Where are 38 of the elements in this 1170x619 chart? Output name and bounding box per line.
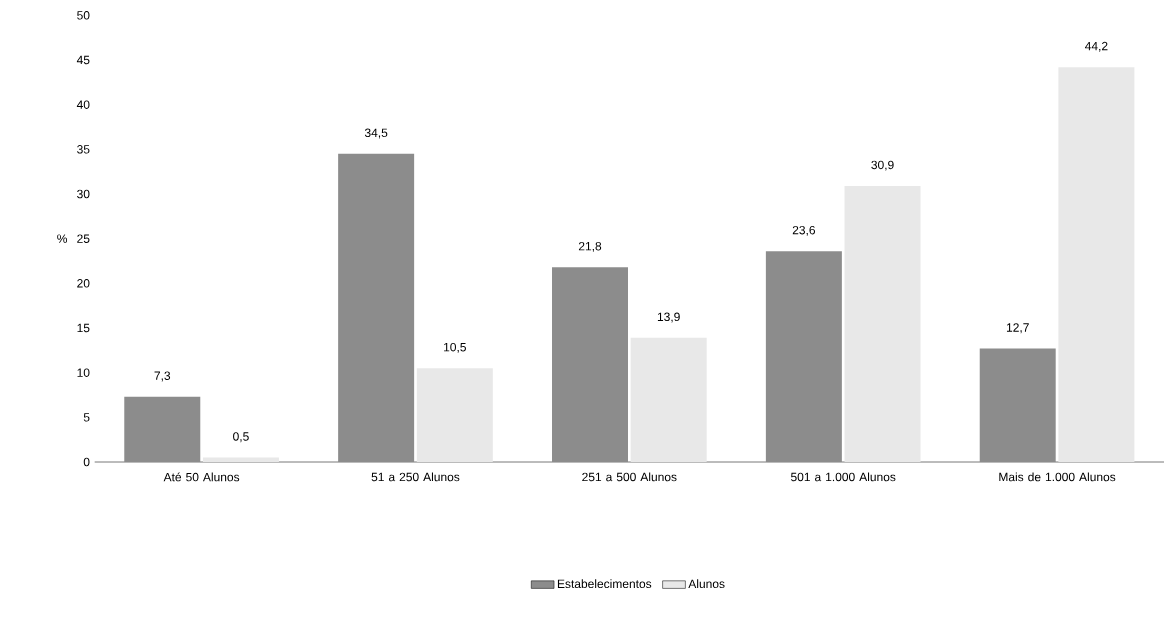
- data-label: 10,5: [444, 342, 466, 353]
- bar: [416, 368, 493, 462]
- y-tick-label: 40: [76, 100, 90, 109]
- y-tick-label: 10: [77, 368, 90, 377]
- bar: [1058, 67, 1135, 462]
- x-tick-label: 251 a 500 Alunos: [582, 472, 677, 482]
- x-tick-label: Até 50 Alunos: [163, 472, 240, 482]
- x-tick-label: 501 a 1.000 Alunos: [790, 472, 896, 482]
- x-tick-label: 51 a 250 Alunos: [371, 472, 460, 482]
- bar: [338, 153, 415, 462]
- data-label: 7,3: [154, 371, 171, 382]
- data-label: 0,5: [233, 432, 249, 443]
- y-tick-label: 35: [77, 145, 90, 154]
- bar: [765, 251, 842, 462]
- data-label: 34,5: [364, 128, 388, 139]
- y-axis-title: %: [57, 234, 68, 243]
- y-tick-label: 15: [77, 323, 90, 333]
- y-tick-label: 30: [77, 189, 90, 199]
- x-tick-label: Mais de 1.000 Alunos: [999, 472, 1116, 482]
- y-tick-label: 5: [83, 413, 90, 422]
- bar: [124, 396, 201, 462]
- legend-label: Estabelecimentos: [557, 579, 652, 589]
- y-tick-label: 20: [77, 279, 90, 288]
- data-label: 13,9: [657, 312, 680, 323]
- legend-label: Alunos: [688, 579, 725, 589]
- y-tick-label: 45: [76, 55, 90, 65]
- data-label: 30,9: [871, 160, 894, 171]
- data-label: 21,8: [578, 241, 602, 252]
- y-tick-label: 0: [83, 457, 90, 467]
- bar: [844, 185, 921, 462]
- bar: [630, 337, 707, 462]
- data-label: 44,2: [1085, 41, 1108, 52]
- data-label: 12,7: [1006, 323, 1029, 334]
- bar: [979, 348, 1056, 462]
- y-tick-label: 50: [77, 11, 90, 20]
- data-label: 23,6: [792, 225, 816, 236]
- bar: [552, 267, 628, 462]
- y-tick-label: 25: [77, 234, 90, 243]
